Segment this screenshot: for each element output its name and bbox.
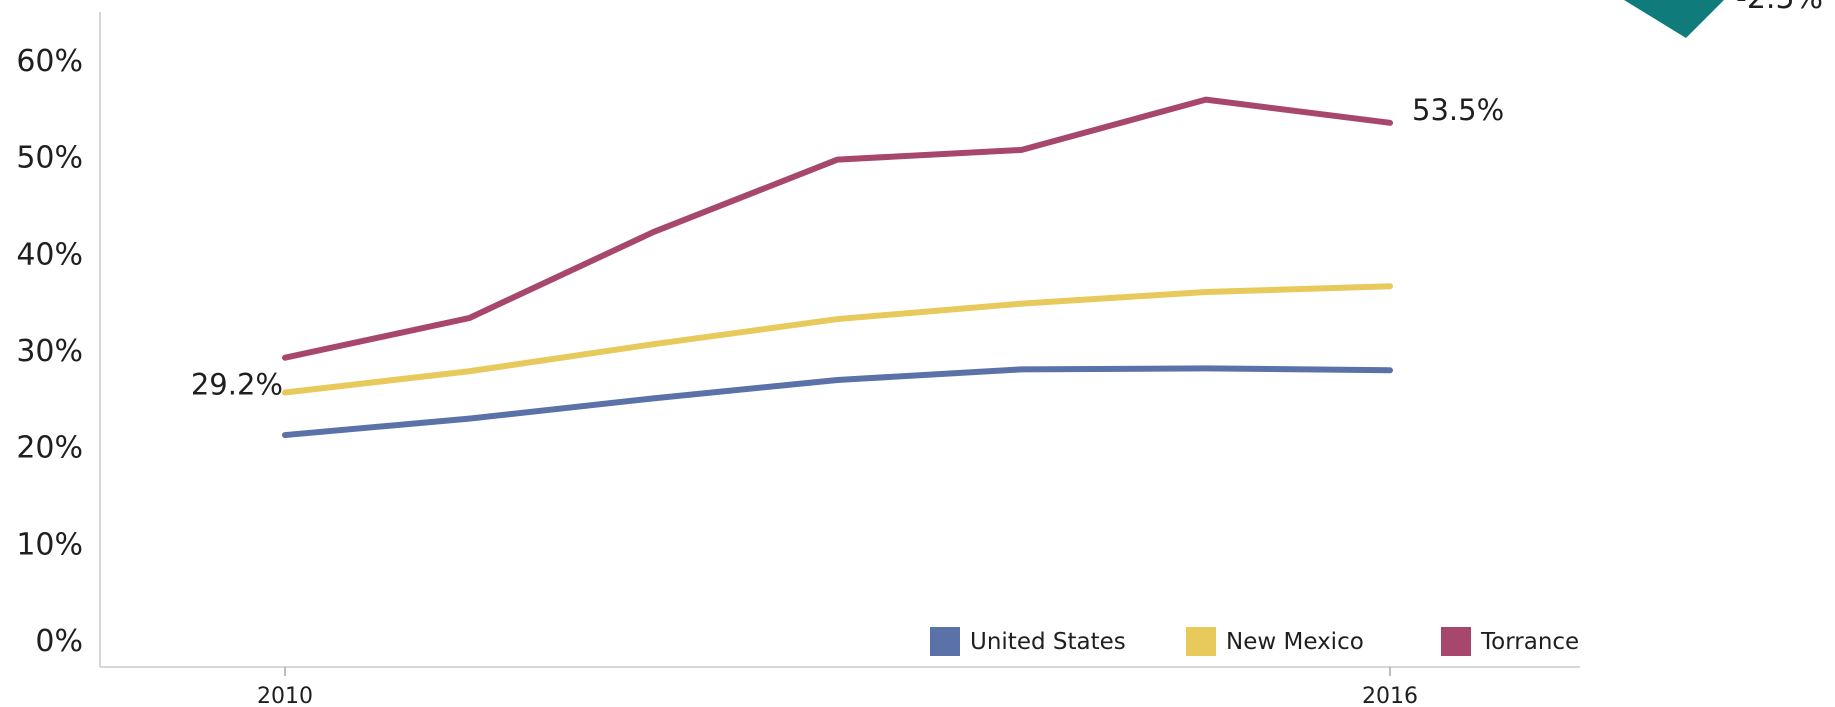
series-line-new-mexico bbox=[282, 283, 1393, 396]
x-tick-labels: 2010 2016 bbox=[257, 667, 1418, 707]
data-labels: 29.2% 53.5% bbox=[191, 93, 1504, 402]
y-tick-label: 10% bbox=[16, 527, 83, 562]
change-badge-value: -2.5% bbox=[1736, 0, 1823, 16]
legend-label-torrance: Torrance bbox=[1480, 629, 1579, 655]
y-tick-label: 50% bbox=[16, 141, 83, 176]
legend: United States New Mexico Torrance bbox=[930, 627, 1579, 656]
y-tick-label: 20% bbox=[16, 431, 83, 466]
change-badge: -2.5% bbox=[1624, 0, 1823, 38]
down-diamond-icon bbox=[1624, 0, 1724, 38]
y-tick-label: 60% bbox=[16, 44, 83, 79]
x-tick-label: 2010 bbox=[257, 684, 313, 707]
series-line-torrance bbox=[282, 96, 1393, 361]
legend-label-united-states: United States bbox=[970, 629, 1126, 655]
series-line-united-states bbox=[282, 365, 1393, 439]
y-tick-label: 0% bbox=[35, 624, 83, 659]
data-label: 29.2% bbox=[191, 368, 283, 402]
series-lines bbox=[282, 96, 1393, 439]
y-tick-label: 30% bbox=[16, 334, 83, 369]
x-tick-label: 2016 bbox=[1362, 684, 1418, 707]
legend-swatch-united-states bbox=[930, 627, 960, 656]
y-tick-labels: 0% 10% 20% 30% 40% 50% 60% bbox=[16, 44, 83, 659]
legend-label-new-mexico: New Mexico bbox=[1226, 629, 1364, 655]
y-tick-label: 40% bbox=[16, 237, 83, 272]
data-label: 53.5% bbox=[1412, 93, 1504, 127]
legend-swatch-torrance bbox=[1441, 627, 1471, 656]
legend-swatch-new-mexico bbox=[1186, 627, 1216, 656]
